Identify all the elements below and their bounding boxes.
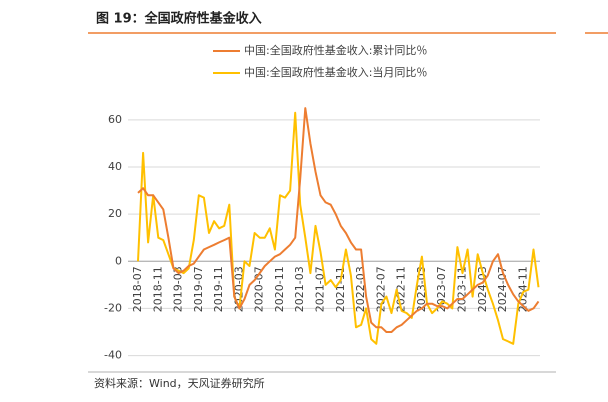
y-tick-label: -40	[104, 349, 122, 362]
x-tick-label: 2020-11	[273, 266, 286, 312]
x-tick-label: 2023-07	[435, 266, 448, 312]
x-tick-label: 2021-03	[293, 266, 306, 312]
source-note: 资料来源：Wind，天风证券研究所	[94, 376, 265, 390]
y-tick-label: 0	[115, 254, 122, 267]
y-tick-label: 60	[108, 113, 122, 126]
x-tick-label: 2019-11	[212, 266, 225, 312]
x-tick-label: 2023-11	[455, 266, 468, 312]
x-tick-label: 2018-11	[151, 266, 164, 312]
x-tick-label: 2021-11	[334, 266, 347, 312]
series-line	[137, 107, 540, 333]
x-tick-label: 2019-03	[172, 266, 185, 312]
y-tick-label: -20	[104, 301, 122, 314]
x-tick-label: 2019-07	[192, 266, 205, 312]
x-tick-label: 2022-11	[395, 266, 408, 312]
legend-label: 中国:全国政府性基金收入:累计同比％	[244, 43, 427, 57]
legend-label: 中国:全国政府性基金收入:当月同比％	[244, 65, 427, 79]
y-tick-label: 20	[108, 207, 122, 220]
y-tick-label: 40	[108, 160, 122, 173]
x-tick-label: 2018-07	[131, 266, 144, 312]
chart-title: 图 19：全国政府性基金收入	[96, 11, 262, 27]
series-line	[137, 111, 540, 345]
x-tick-label: 2021-07	[314, 266, 327, 312]
